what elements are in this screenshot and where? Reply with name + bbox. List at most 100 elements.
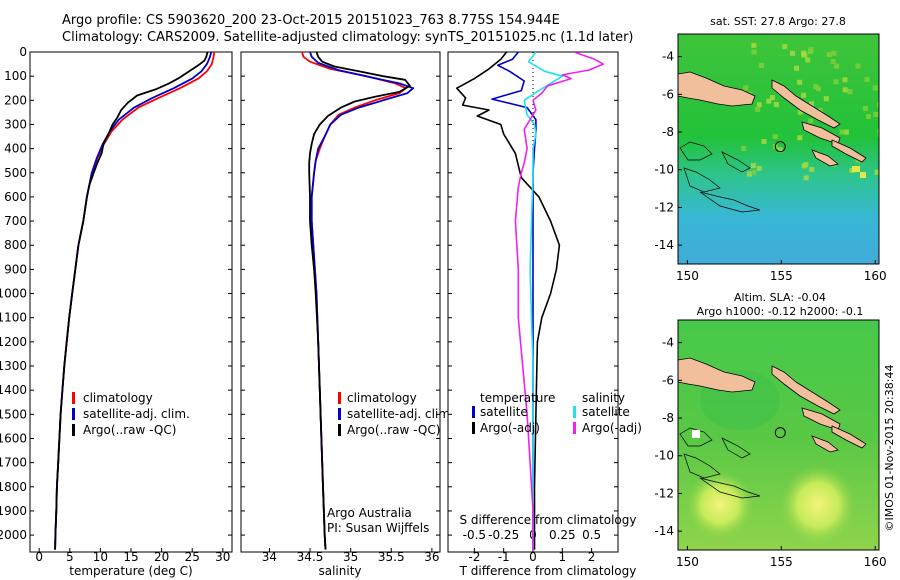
- sst-warm-cell: [852, 166, 860, 172]
- map-y-tick-label: -10: [654, 449, 674, 463]
- sst-warm-cell: [862, 105, 868, 111]
- series-line-argo-raw-qc-: [308, 52, 411, 550]
- sst-warm-cell: [808, 118, 814, 124]
- sst-warm-cell: [766, 98, 772, 104]
- reef-outline: [679, 427, 713, 447]
- solomon-island-1: [771, 79, 841, 129]
- legend-swatch-t-satellite: [472, 406, 475, 418]
- solomon-island-4: [811, 149, 839, 167]
- map-x-tick-label: 150: [676, 555, 699, 569]
- s-difference-label: S difference from climatology: [460, 513, 637, 527]
- sst-warm-cell: [849, 168, 855, 174]
- map-y-tick-label: -14: [654, 524, 674, 538]
- sst-warm-cell: [772, 134, 778, 140]
- sla-missing-data: [692, 430, 700, 438]
- sst-warm-cell: [751, 42, 757, 48]
- t-difference-xlabel: T difference from climatology: [459, 564, 637, 578]
- sst-land: [678, 71, 867, 167]
- sst-warm-cell: [843, 129, 849, 135]
- sst-warm-cell: [831, 50, 837, 56]
- salinity-panel: 34 34.5 35 35.5 36 climatology satellite-adj…: [240, 51, 454, 578]
- solomon-island-4: [811, 435, 839, 453]
- x-tick-label: 35.5: [378, 550, 405, 564]
- s-tick-label: 0.25: [549, 528, 576, 542]
- sst-warm-cell: [839, 129, 845, 135]
- sst-warm-cell: [751, 169, 757, 175]
- sst-warm-cell: [855, 158, 861, 164]
- sst-warm-cell: [823, 96, 829, 102]
- sst-warm-cell: [797, 109, 803, 115]
- sst-warm-cell: [761, 139, 767, 144]
- sla-high-anomaly: [686, 471, 754, 539]
- depth-tick-label: 1500: [0, 407, 27, 421]
- sst-warm-cell: [817, 108, 823, 114]
- reef-outline: [721, 151, 751, 173]
- figure-title-line2: Climatology: CARS2009. Satellite-adjuste…: [62, 30, 634, 45]
- map-x-tick-label: 155: [770, 269, 793, 283]
- depth-axis-labels: 0 100 200 300 400 500 600 700 800 900 1000 1100 1200…: [0, 45, 27, 542]
- sst-warm-cell: [833, 79, 839, 85]
- x-tick-label: -1: [498, 550, 510, 564]
- x-tick-label: 34: [262, 550, 277, 564]
- sst-warm-cell: [872, 85, 878, 91]
- depth-tick-label: 100: [4, 69, 27, 83]
- legend-swatch-argo: [338, 424, 341, 436]
- x-tick-label: 30: [215, 550, 230, 564]
- legend-swatch-t-argo: [472, 422, 475, 434]
- x-tick-label: 0: [529, 550, 537, 564]
- sst-reef-outlines: [679, 141, 761, 213]
- reef-outline: [699, 477, 761, 499]
- map-y-tick-label: -4: [662, 50, 674, 64]
- sst-warm-cell: [801, 92, 807, 98]
- legend-swatch-s-argo: [573, 422, 576, 434]
- argo-location-marker: [774, 427, 786, 439]
- depth-tick-label: 1100: [0, 311, 27, 325]
- s-tick-label: -0.25: [488, 528, 519, 542]
- depth-tick-label: 2000: [0, 528, 27, 542]
- x-tick-label: 1: [558, 550, 566, 564]
- map-y-tick-label: -8: [662, 125, 674, 139]
- salinity-xlabel: salinity: [318, 564, 361, 578]
- x-tick-label: 34.5: [297, 550, 324, 564]
- sst-map-frame: [677, 33, 880, 265]
- new-guinea-landmass: [678, 71, 756, 107]
- sst-warm-cell: [801, 163, 807, 169]
- x-tick-label: 5: [66, 550, 74, 564]
- sst-warm-cell: [830, 59, 836, 64]
- temperature-panel: 0 5 10 15 20 25 30 climatology satellite-adj. …: [29, 51, 233, 578]
- sst-warm-cell: [741, 145, 747, 151]
- sst-warm-cell: [834, 63, 840, 69]
- legend-label-climatology: climatology: [83, 391, 153, 405]
- sst-warm-cell: [801, 50, 807, 56]
- map-y-tick-label: -8: [662, 411, 674, 425]
- map-x-tick-label: 150: [676, 269, 699, 283]
- legend-label-climatology: climatology: [347, 391, 417, 405]
- map-x-tick-label: 160: [864, 269, 887, 283]
- depth-tick-label: 300: [4, 117, 27, 131]
- sst-warm-cell: [769, 95, 775, 101]
- sst-warm-cell: [855, 63, 861, 69]
- depth-tick-label: 1200: [0, 335, 27, 349]
- sst-warm-cell: [782, 44, 788, 50]
- sla-map-frame: [677, 319, 880, 551]
- legend-label-satellite: satellite-adj. clim.: [347, 407, 454, 421]
- sst-warm-cell: [847, 89, 853, 95]
- sst-warm-cell: [794, 65, 800, 71]
- legend-title-salinity: salinity: [582, 391, 625, 405]
- sst-warm-cell: [755, 106, 761, 112]
- x-tick-label: 10: [93, 550, 108, 564]
- salinity-annotation-line1: Argo Australia: [327, 506, 412, 520]
- difference-panel: -2 -1 0 1 2-0.5 -0.25 0 0.25 0.5 temperature sat…: [447, 51, 642, 578]
- sst-warm-cell: [860, 172, 866, 178]
- sla-land: [678, 357, 867, 453]
- sst-warm-cell: [751, 49, 757, 55]
- new-guinea-landmass: [678, 357, 756, 393]
- depth-tick-label: 900: [4, 262, 27, 276]
- solomon-island-3: [831, 139, 867, 163]
- sst-warm-cell: [773, 102, 779, 107]
- legend-swatch-satellite: [338, 408, 341, 420]
- difference-legend: temperature satellite Argo(-adj) salinit…: [472, 391, 642, 435]
- x-tick-label: 25: [185, 550, 200, 564]
- sst-warm-cell: [842, 77, 848, 83]
